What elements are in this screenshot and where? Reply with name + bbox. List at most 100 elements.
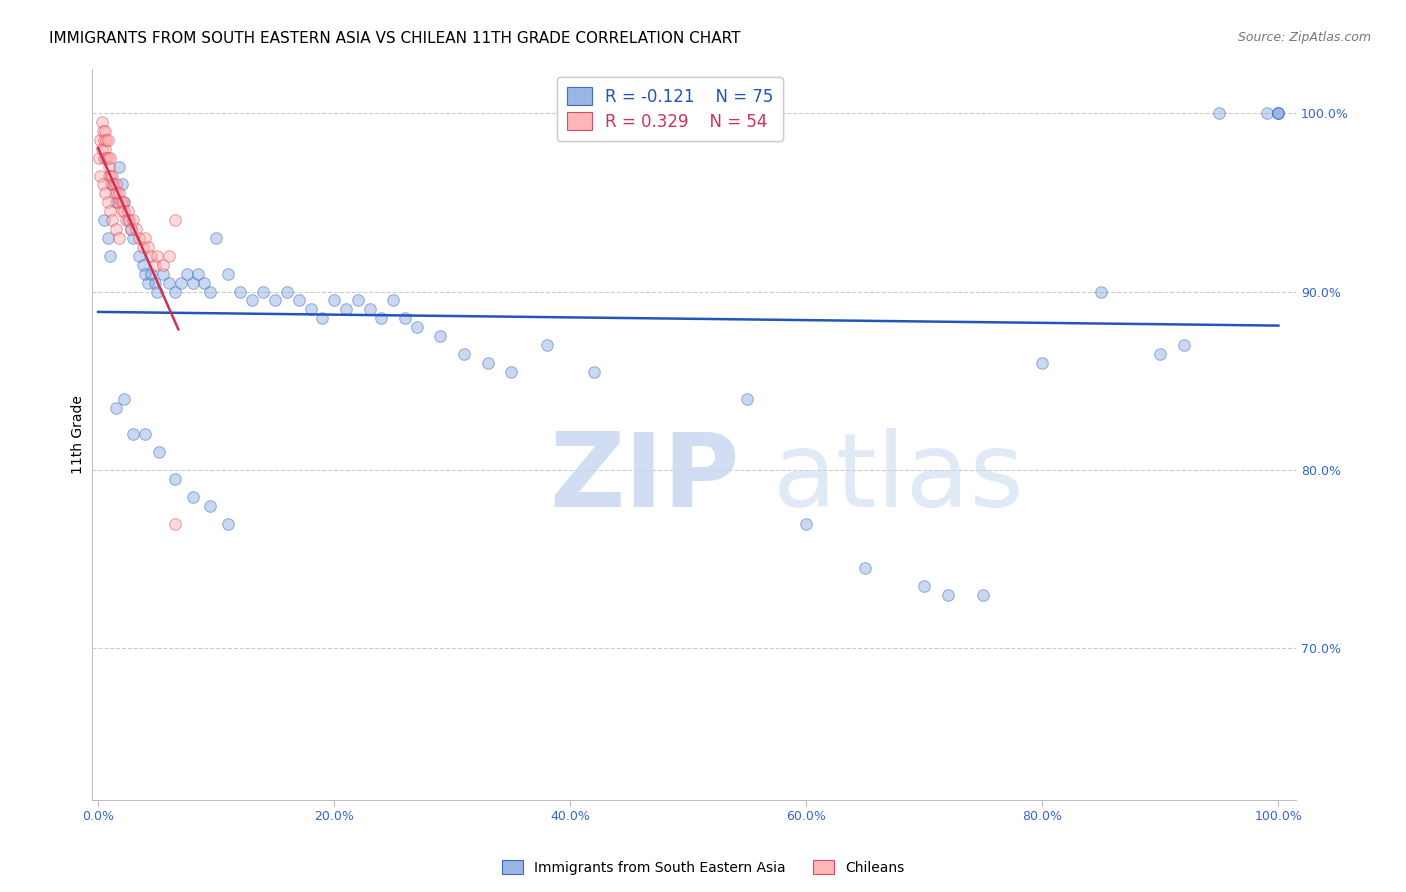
Point: [108, 231, 131, 245]
Point: [143, 276, 166, 290]
Point: [101, 213, 124, 227]
Point: [1149, 347, 1171, 361]
Point: [115, 213, 138, 227]
Point: [370, 311, 392, 326]
Point: [122, 213, 145, 227]
Point: [382, 293, 405, 308]
Point: [217, 267, 239, 281]
Point: [181, 276, 204, 290]
Point: [118, 213, 141, 227]
Point: [1267, 106, 1289, 120]
Point: [120, 222, 142, 236]
Point: [107, 195, 129, 210]
Point: [110, 195, 132, 210]
Point: [912, 579, 935, 593]
Point: [311, 311, 333, 326]
Point: [96, 133, 118, 147]
Point: [141, 267, 163, 281]
Point: [1090, 285, 1112, 299]
Point: [136, 276, 159, 290]
Point: [359, 302, 381, 317]
Point: [157, 276, 180, 290]
Point: [1208, 106, 1230, 120]
Point: [132, 240, 155, 254]
Point: [112, 195, 135, 210]
Point: [103, 178, 125, 192]
Point: [582, 365, 605, 379]
Point: [134, 267, 156, 281]
Point: [794, 516, 817, 531]
Point: [128, 249, 150, 263]
Point: [91, 178, 114, 192]
Point: [405, 320, 427, 334]
Point: [101, 169, 124, 183]
Point: [217, 516, 239, 531]
Point: [97, 160, 120, 174]
Point: [163, 213, 186, 227]
Point: [143, 258, 166, 272]
Point: [1031, 356, 1053, 370]
Point: [163, 516, 186, 531]
Text: IMMIGRANTS FROM SOUTH EASTERN ASIA VS CHILEAN 11TH GRADE CORRELATION CHART: IMMIGRANTS FROM SOUTH EASTERN ASIA VS CH…: [49, 31, 741, 46]
Point: [93, 213, 115, 227]
Point: [228, 285, 250, 299]
Point: [98, 249, 121, 263]
Point: [477, 356, 499, 370]
Point: [152, 258, 174, 272]
Point: [100, 178, 122, 192]
Point: [1173, 338, 1195, 352]
Point: [252, 285, 274, 299]
Point: [108, 186, 131, 201]
Point: [111, 195, 134, 210]
Point: [936, 588, 959, 602]
Point: [89, 133, 111, 147]
Point: [96, 151, 118, 165]
Point: [146, 285, 169, 299]
Point: [1267, 106, 1289, 120]
Point: [98, 169, 121, 183]
Point: [128, 231, 150, 245]
Point: [96, 133, 118, 147]
Point: [200, 285, 222, 299]
Point: [111, 204, 134, 219]
Point: [181, 490, 204, 504]
Text: ZIP: ZIP: [550, 427, 740, 529]
Point: [94, 124, 117, 138]
Point: [104, 186, 127, 201]
Point: [89, 151, 111, 165]
Point: [157, 249, 180, 263]
Point: [200, 499, 222, 513]
Point: [105, 186, 128, 201]
Point: [735, 392, 758, 406]
Point: [101, 178, 124, 192]
Point: [1267, 106, 1289, 120]
Point: [134, 231, 156, 245]
Point: [93, 151, 115, 165]
Point: [501, 365, 523, 379]
Point: [853, 561, 876, 575]
Point: [187, 267, 209, 281]
Point: [91, 124, 114, 138]
Point: [240, 293, 263, 308]
Point: [193, 276, 215, 290]
Point: [96, 231, 118, 245]
Point: [90, 115, 112, 129]
Point: [299, 302, 322, 317]
Point: [141, 249, 163, 263]
Text: atlas: atlas: [772, 427, 1024, 529]
Point: [122, 231, 145, 245]
Point: [122, 427, 145, 442]
Point: [98, 151, 121, 165]
Point: [276, 285, 298, 299]
Point: [1256, 106, 1278, 120]
Point: [125, 222, 148, 236]
Point: [148, 445, 170, 459]
Point: [117, 204, 139, 219]
Point: [111, 178, 134, 192]
Point: [104, 401, 127, 415]
Legend: Immigrants from South Eastern Asia, Chileans: Immigrants from South Eastern Asia, Chil…: [496, 855, 910, 880]
Point: [96, 151, 118, 165]
Point: [104, 195, 127, 210]
Y-axis label: 11th Grade: 11th Grade: [72, 395, 86, 474]
Point: [146, 249, 169, 263]
